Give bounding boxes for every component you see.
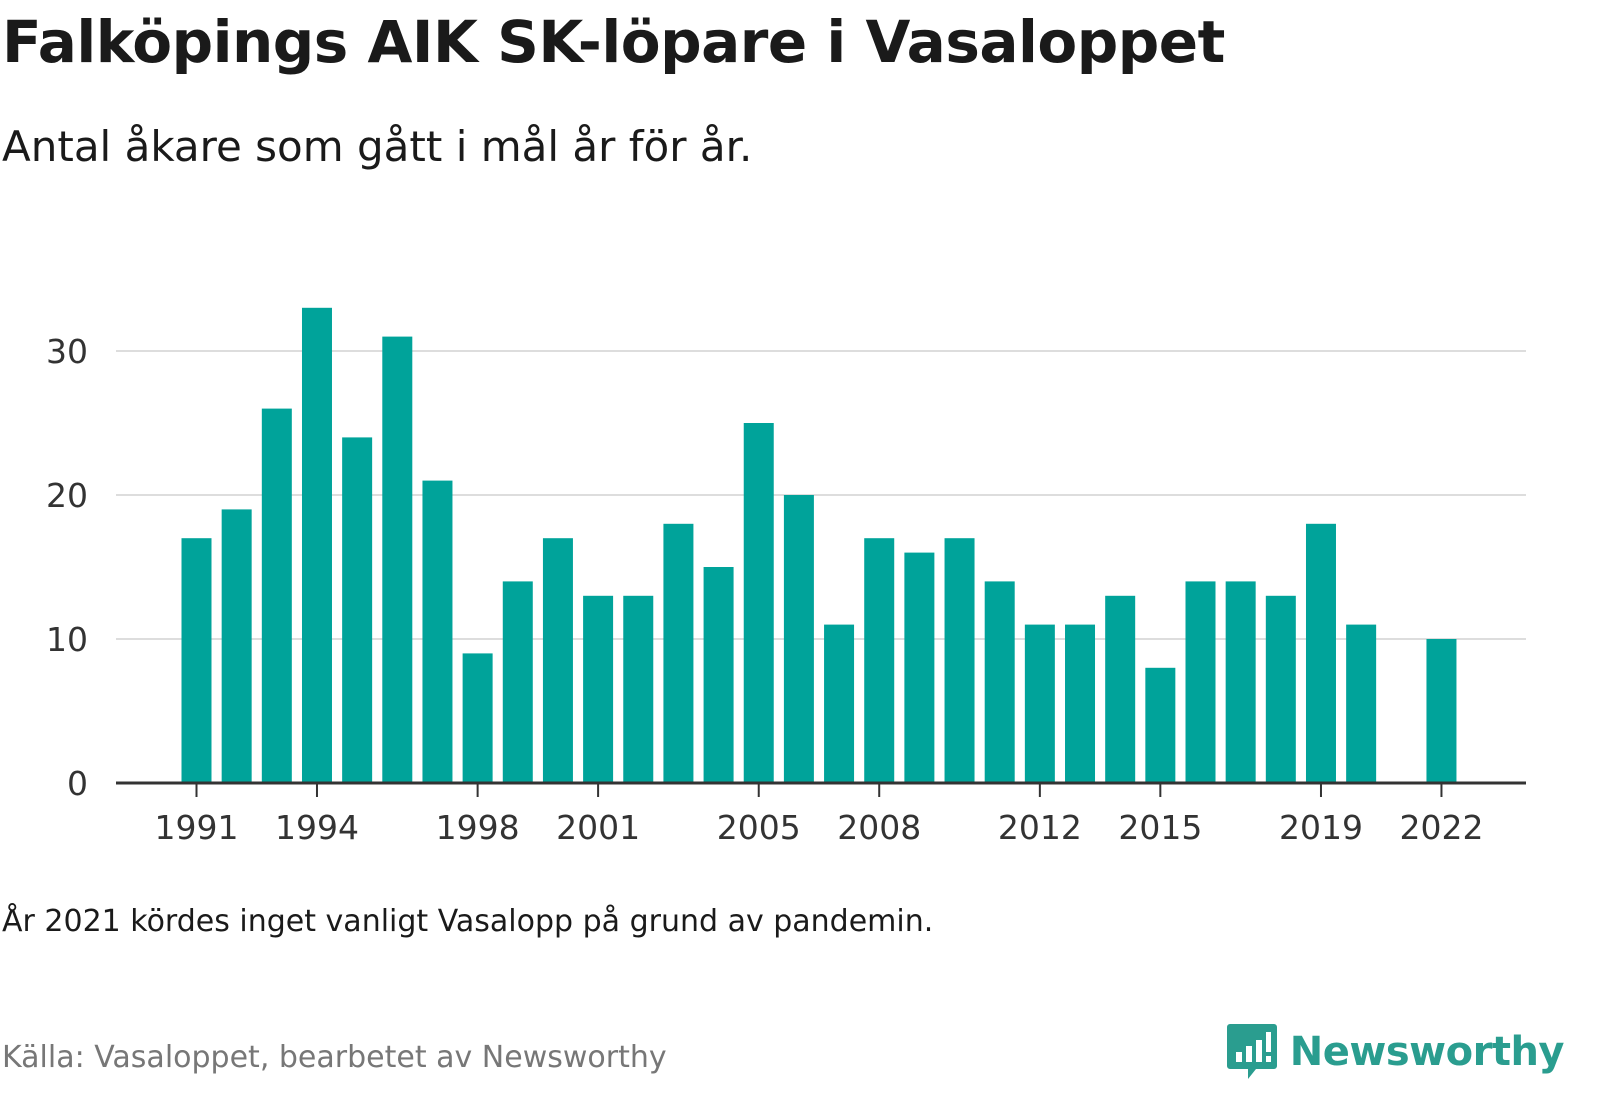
x-tick-label: 2001 [556, 808, 640, 847]
y-tick-label: 30 [46, 332, 88, 371]
chart-title: Falköpings AIK SK-löpare i Vasaloppet [2, 8, 1225, 76]
bar [944, 538, 975, 783]
bar [984, 581, 1015, 783]
bar [1065, 624, 1096, 783]
x-tick-label: 1994 [275, 808, 359, 847]
bar [824, 624, 855, 783]
bar [623, 595, 654, 783]
x-tick-label: 2005 [717, 808, 801, 847]
bar [181, 538, 212, 783]
bar [261, 408, 292, 783]
y-tick-label: 20 [46, 476, 88, 515]
bar [1105, 595, 1136, 783]
bar [1024, 624, 1055, 783]
bar [1305, 523, 1336, 783]
bar [1185, 581, 1216, 783]
bar-chart: 0 10 20 30 1991 1994 1998 2001 2005 2008 2012 2015 2… [46, 307, 1526, 847]
x-tick-label: 1998 [436, 808, 520, 847]
bar [1346, 624, 1377, 783]
x-tick-label: 2015 [1118, 808, 1202, 847]
x-tick-label: 2022 [1399, 808, 1483, 847]
bar [422, 480, 453, 783]
bar [743, 423, 774, 783]
bar [1145, 667, 1176, 783]
bar [1265, 595, 1296, 783]
chart-note: År 2021 kördes inget vanligt Vasalopp på… [2, 904, 934, 939]
bar [1225, 581, 1256, 783]
y-tick-label: 10 [46, 620, 88, 659]
x-tick-label: 1991 [155, 808, 239, 847]
bar [301, 307, 332, 783]
x-tick-label: 2019 [1279, 808, 1363, 847]
newsworthy-logo: Newsworthy [1226, 1022, 1565, 1082]
bar [342, 437, 373, 783]
bar [583, 595, 614, 783]
bar [783, 495, 814, 783]
bar [1426, 639, 1457, 783]
bar-chart-speech-bubble-icon [1226, 1024, 1277, 1079]
bar [904, 552, 935, 783]
bar [703, 567, 734, 783]
x-tick-label: 2008 [837, 808, 921, 847]
bar [663, 523, 694, 783]
bar [221, 509, 252, 783]
bar [382, 336, 413, 783]
y-tick-label: 0 [67, 764, 88, 803]
source-text: Källa: Vasaloppet, bearbetet av Newswort… [2, 1040, 667, 1075]
x-tick-label: 2012 [998, 808, 1082, 847]
bar [542, 538, 573, 783]
bar [502, 581, 533, 783]
bar [864, 538, 895, 783]
bar [462, 653, 493, 783]
chart-subtitle: Antal åkare som gått i mål år för år. [2, 122, 753, 171]
logo-text: Newsworthy [1289, 1029, 1565, 1075]
